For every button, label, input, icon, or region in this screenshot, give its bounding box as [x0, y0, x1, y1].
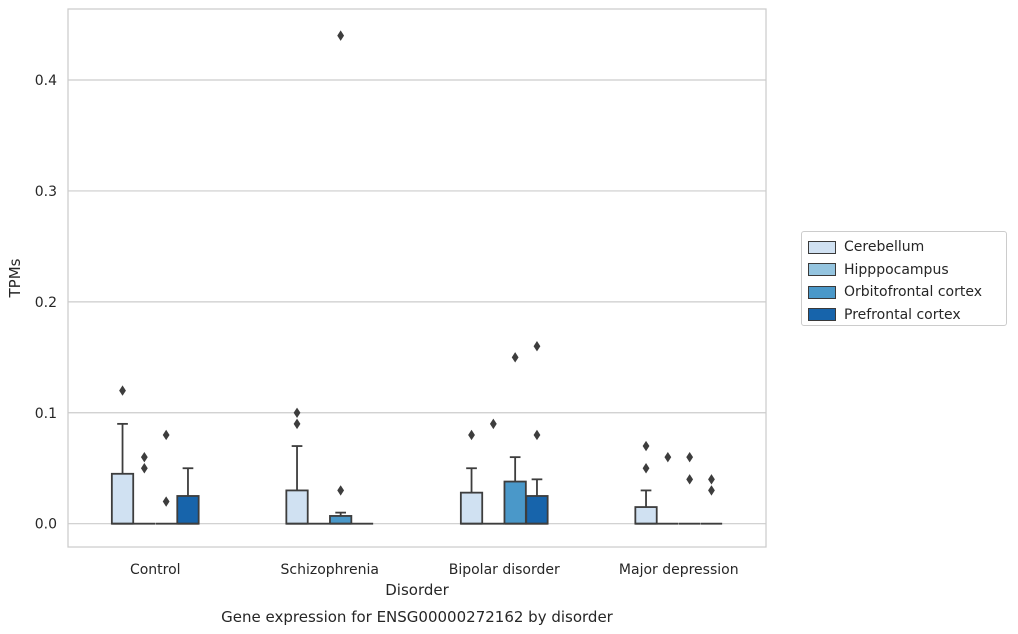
outlier-point [293, 418, 301, 430]
box [110, 472, 135, 525]
chart-caption: Gene expression for ENSG00000272162 by d… [221, 608, 614, 626]
outlier-point [337, 30, 345, 41]
x-axis-label: Disorder [385, 581, 449, 599]
legend-item: Orbitofrontal cortex [808, 281, 1006, 304]
y-axis-ticks: 0.0 0.1 0.2 0.3 0.4 [35, 73, 57, 533]
x-tick-label: Schizophrenia [281, 562, 379, 578]
box [503, 480, 527, 525]
outlier-point [162, 496, 170, 507]
y-tick-label: 0.2 [35, 295, 57, 311]
outlier-point [140, 451, 148, 463]
y-tick-label: 0.3 [35, 184, 57, 200]
y-axis-label: TPMs [6, 258, 24, 298]
legend-label: Hipppocampus [844, 261, 949, 278]
outlier-point [533, 341, 541, 352]
box [634, 506, 658, 525]
x-tick-label: Major depression [619, 562, 739, 578]
outlier-point [708, 474, 715, 485]
outlier-point [642, 463, 650, 474]
legend-label: Cerebellum [844, 239, 925, 256]
legend-swatch [808, 285, 836, 299]
outlier-point [337, 485, 345, 496]
box [285, 489, 309, 525]
outlier-point [140, 463, 148, 474]
outlier-point [642, 440, 650, 452]
box [459, 491, 484, 525]
y-tick-label: 0.4 [35, 73, 57, 89]
plot-area [67, 8, 767, 548]
outlier-point [708, 485, 715, 496]
outlier-point [686, 474, 694, 485]
outlier-point [533, 429, 541, 441]
y-tick-label: 0.0 [35, 517, 57, 533]
box [176, 495, 200, 525]
legend-item: Prefrontal cortex [808, 304, 1006, 327]
outlier-point [293, 407, 301, 418]
y-tick-label: 0.1 [35, 406, 57, 422]
outlier-point [162, 429, 170, 441]
chart-legend: Cerebellum Hipppocampus Orbitofrontal cort… [801, 231, 1007, 326]
x-tick-label: Control [130, 562, 181, 578]
outlier-point [686, 451, 694, 463]
legend-label: Prefrontal cortex [844, 306, 961, 323]
gridlines [68, 79, 766, 525]
outlier-point [511, 352, 519, 363]
x-tick-label: Bipolar disorder [449, 562, 560, 578]
x-axis-ticks: Control Schizophrenia Bipolar disorder Majo… [130, 562, 739, 578]
legend-item: Cerebellum [808, 236, 1006, 259]
legend-label: Orbitofrontal cortex [844, 284, 982, 301]
outlier-point [119, 385, 126, 396]
box [525, 495, 549, 525]
legend-swatch [808, 263, 836, 277]
legend-swatch [808, 240, 836, 254]
legend-item: Hipppocampus [808, 259, 1006, 282]
box [329, 515, 353, 525]
outlier-point [489, 418, 497, 430]
legend-swatch [808, 308, 836, 322]
box-series [110, 30, 723, 525]
outlier-point [468, 429, 475, 441]
outlier-point [664, 451, 672, 463]
